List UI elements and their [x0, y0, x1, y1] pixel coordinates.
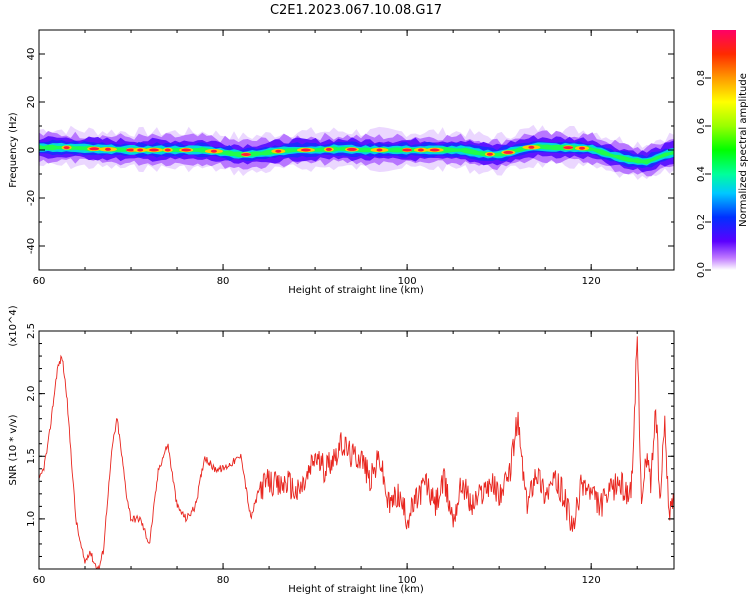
ridge-band-5	[39, 143, 674, 165]
snr-y-label: SNR (10 * v/v)	[8, 414, 19, 485]
hot-spot-core	[346, 147, 357, 151]
hot-spot-core	[429, 148, 440, 152]
hot-spot-core	[528, 145, 535, 149]
spectrogram-x-tick-label: 120	[582, 276, 601, 287]
snr-y-multiplier: (x10^4)	[8, 305, 19, 346]
hot-spot-core	[137, 148, 144, 152]
spectral-ridge	[39, 124, 674, 180]
spectrogram-y-tick-label: 40	[26, 48, 37, 61]
colorbar-gradient	[712, 30, 736, 270]
hot-spot-core	[181, 148, 192, 152]
colorbar-label: Normalized spectral amplitude	[738, 73, 749, 227]
hot-spot-core	[126, 148, 136, 152]
snr-x-tick-label: 120	[582, 575, 601, 586]
spectrogram-x-tick-label: 80	[217, 276, 230, 287]
hot-spot-core	[275, 149, 282, 153]
hot-spot-core	[503, 150, 514, 154]
hot-spot-core	[89, 147, 100, 151]
spectrogram-x-tick-label: 60	[33, 276, 46, 287]
snr-y-tick-label: 2.0	[26, 386, 37, 402]
hot-spot-core	[241, 153, 252, 156]
spectrogram-x-ticks: 60 80 100 120	[33, 30, 638, 287]
snr-y-tick-label: 1.5	[26, 448, 37, 464]
spectrogram-panel: 60 80 100 120 40 20 0 -20 -40 Height of straigh…	[8, 29, 675, 296]
spectrogram-y-tick-label: -40	[26, 238, 37, 254]
hot-spot-core	[164, 148, 171, 152]
snr-frame	[38, 330, 675, 570]
hot-spot-core	[105, 147, 111, 151]
snr-x-tick-label: 80	[217, 575, 230, 586]
hot-spot-core	[417, 148, 424, 152]
hot-spot-core	[376, 148, 383, 152]
snr-plot-area	[39, 331, 674, 569]
hot-spot-core	[210, 149, 217, 153]
snr-x-tick-label: 60	[33, 575, 46, 586]
snr-y-ticks: 1.0 1.5 2.0 2.5	[26, 323, 674, 557]
snr-x-tick-label: 100	[398, 575, 417, 586]
snr-x-label: Height of straight line (km)	[288, 584, 424, 595]
hot-spot-core	[486, 152, 493, 156]
hot-spot-core	[149, 148, 159, 152]
colorbar-tick-label: 0.0	[696, 262, 707, 278]
hot-spot-core	[325, 147, 332, 151]
spectrogram-y-tick-label: 0	[26, 147, 37, 153]
snr-series	[39, 336, 674, 569]
snr-y-tick-label: 1.0	[26, 511, 37, 527]
colorbar-tick-label: 0.2	[696, 214, 707, 230]
colorbar: 0.0 0.2 0.4 0.6 0.8 Normalized spectral ampl…	[696, 30, 749, 278]
hot-spot-core	[63, 146, 70, 150]
hot-spot-core	[563, 146, 574, 150]
hot-spot-core	[300, 148, 311, 152]
spectrogram-y-tick-label: -20	[26, 190, 37, 206]
hot-spot-core	[579, 146, 585, 150]
spectrogram-y-label: Frequency (Hz)	[8, 112, 19, 188]
spectrogram-x-label: Height of straight line (km)	[288, 285, 424, 296]
snr-x-ticks: 60 80 100 120	[33, 331, 638, 586]
snr-y-tick-label: 2.5	[26, 323, 37, 339]
spectrogram-y-tick-label: 20	[26, 96, 37, 109]
colorbar-tick-label: 0.4	[696, 166, 707, 182]
spectrogram-y-ticks: 40 20 0 -20 -40	[26, 29, 674, 271]
chart-title: C2E1.2023.067.10.08.G17	[270, 3, 442, 18]
spectrogram-x-tick-label: 100	[398, 276, 417, 287]
hot-spot-core	[402, 148, 413, 152]
colorbar-tick-label: 0.6	[696, 118, 707, 134]
colorbar-tick-label: 0.8	[696, 70, 707, 86]
snr-panel: 60 80 100 120 1.0 1.5 2.0 2.5 Height of straig…	[8, 305, 675, 595]
snr-line	[39, 336, 674, 569]
colorbar-ticks: 0.0 0.2 0.4 0.6 0.8	[696, 70, 711, 278]
